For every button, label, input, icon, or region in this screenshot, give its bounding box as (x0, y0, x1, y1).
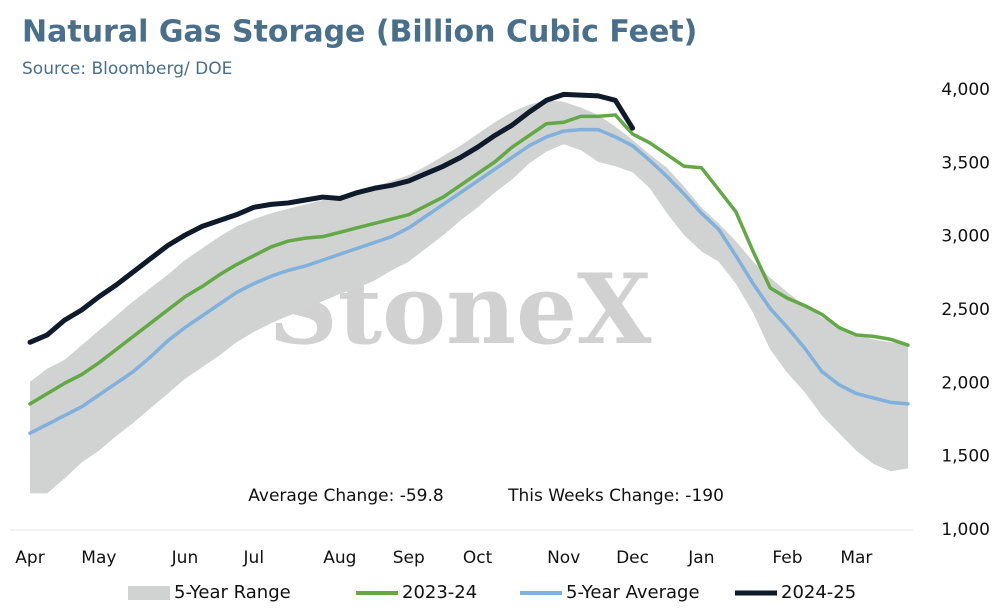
y-tick-label: 2,500 (941, 300, 990, 320)
series-line (28, 127, 910, 435)
legend-label: 5-Year Average (566, 582, 700, 603)
y-tick-label: 1,000 (941, 520, 990, 540)
y-tick-label: 4,000 (941, 80, 990, 100)
x-tick-label: Jan (687, 548, 714, 568)
x-tick-label: Sep (393, 548, 425, 568)
legend-label: 2024-25 (781, 582, 856, 603)
x-tick-label: Jun (171, 548, 199, 568)
series-line (27, 91, 636, 345)
x-tick-label: Mar (840, 548, 872, 568)
y-tick-label: 1,500 (941, 447, 990, 467)
x-tick-label: Oct (463, 548, 493, 568)
x-tick-label: Nov (547, 548, 580, 568)
x-tick-label: Jul (243, 548, 265, 568)
annotation: Average Change: -59.8 (248, 486, 443, 506)
series-line (28, 113, 910, 406)
x-tick-label: May (81, 548, 116, 568)
x-tick-label: Aug (323, 548, 356, 568)
y-tick-label: 3,500 (941, 153, 990, 173)
annotation: This Weeks Change: -190 (507, 486, 724, 506)
x-tick-label: Apr (15, 548, 44, 568)
x-tick-label: Dec (616, 548, 649, 568)
x-tick-label: Feb (772, 548, 802, 568)
chart-title: Natural Gas Storage (Billion Cubic Feet) (22, 15, 697, 50)
y-tick-label: 3,000 (941, 227, 990, 247)
legend-label: 2023-24 (402, 582, 477, 603)
chart-subtitle: Source: Bloomberg/ DOE (22, 59, 232, 79)
legend-swatch (128, 586, 170, 600)
y-tick-label: 2,000 (941, 373, 990, 393)
legend-label: 5-Year Range (174, 582, 291, 603)
